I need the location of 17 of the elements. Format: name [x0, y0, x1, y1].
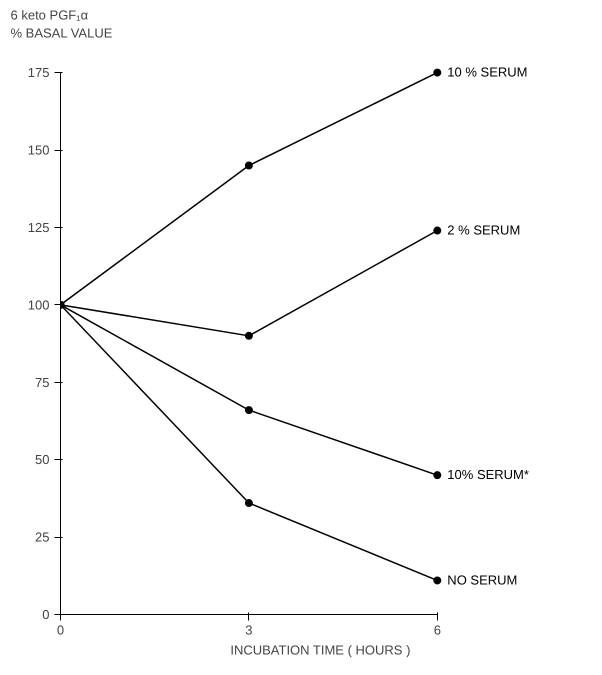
x-axis-title: INCUBATION TIME ( HOURS )	[230, 642, 410, 658]
x-tick-label: 0	[56, 622, 64, 638]
y-tick-label: 25	[35, 530, 50, 545]
series-label: 2 % SERUM	[447, 222, 520, 238]
x-tick-label: 3	[245, 622, 253, 638]
y-axis-title: 6 keto PGF₁α % BASAL VALUE	[10, 8, 113, 40]
y-tick-label: 150	[28, 142, 50, 158]
series-label: 10% SERUM*	[447, 467, 529, 482]
y-tick-label: 125	[28, 220, 50, 235]
series-label: 10 % SERUM	[447, 64, 528, 80]
x-tick-label: 6	[434, 622, 441, 638]
y-tick-label: 100	[28, 297, 50, 312]
y-tick-label: 0	[42, 607, 50, 622]
y-tick-label: 50	[35, 452, 50, 468]
y-tick-label: 175	[28, 65, 50, 80]
y-tick-label: 75	[35, 374, 50, 390]
series-label: NO SERUM	[447, 572, 518, 588]
